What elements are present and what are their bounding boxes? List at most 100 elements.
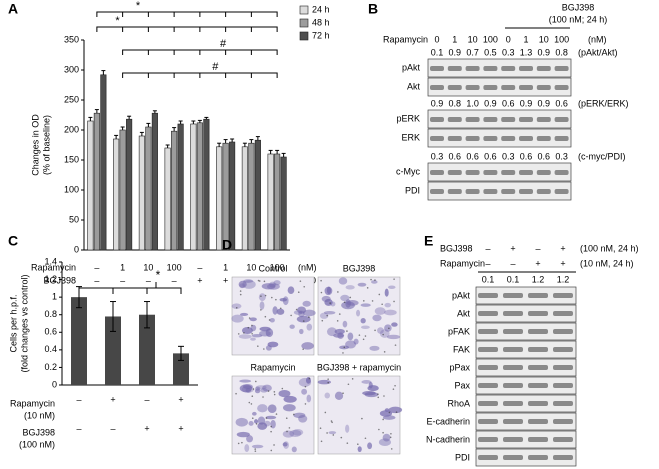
cell (317, 379, 331, 385)
cell (299, 328, 304, 335)
image-label: BGJ398 (343, 263, 376, 273)
band (528, 383, 548, 388)
cell (361, 380, 372, 384)
pore (394, 384, 396, 387)
lane-label: 100 (554, 34, 569, 44)
lane-label: + (535, 258, 540, 268)
pore (302, 320, 305, 322)
band (447, 189, 462, 194)
panel-label: E (424, 233, 433, 249)
error-bar (101, 70, 106, 75)
cell (283, 395, 297, 403)
pore (357, 443, 359, 446)
pore (251, 395, 254, 398)
y-tick-label: 0 (52, 379, 57, 389)
cell (306, 394, 312, 403)
cell (377, 327, 384, 334)
ratio: 0.6 (484, 151, 497, 161)
row-label: (100 nM) (19, 439, 55, 449)
row-value: 100 (270, 262, 285, 272)
cell (244, 444, 250, 453)
annotation: # (220, 38, 227, 50)
pore (247, 326, 250, 329)
band (528, 329, 548, 334)
cell (302, 300, 311, 307)
ratio: 1.2 (532, 274, 545, 284)
pore (281, 387, 284, 390)
band (553, 311, 573, 316)
panel-label: B (368, 1, 378, 17)
band (501, 85, 516, 90)
lane-label: – (510, 258, 515, 268)
pore (337, 291, 339, 293)
band (430, 170, 444, 175)
cell (231, 314, 244, 323)
cell (345, 340, 357, 349)
band (519, 117, 533, 122)
lane-label: 10 (539, 34, 549, 44)
band (503, 347, 523, 352)
pore (243, 332, 245, 334)
cell (265, 415, 277, 420)
y-tick-label: 200 (64, 124, 79, 134)
band (528, 311, 548, 316)
cell (282, 442, 288, 447)
cell (267, 404, 277, 414)
bar (173, 353, 189, 385)
row-value: 100 (167, 262, 182, 272)
pore (346, 330, 348, 332)
pore (329, 302, 331, 304)
cell (360, 318, 366, 324)
pore (343, 346, 346, 349)
cell (384, 288, 389, 297)
band (528, 419, 548, 424)
annotation: # (212, 61, 219, 73)
cell (278, 389, 291, 398)
band (447, 66, 462, 71)
pore (342, 352, 344, 354)
band (553, 329, 573, 334)
lane-label: + (510, 243, 515, 253)
y-tick-label: 0.4 (44, 344, 57, 354)
pore (374, 279, 376, 281)
error-bar (242, 142, 247, 147)
pore (332, 434, 335, 436)
pore (393, 300, 395, 303)
pore (343, 301, 346, 304)
error-bar (120, 126, 125, 130)
row-value: + (223, 275, 228, 285)
cell (301, 388, 308, 395)
row-unit: (nM) (588, 34, 607, 44)
significance-bracket (122, 49, 278, 55)
cell (328, 431, 337, 435)
pore (366, 287, 369, 289)
ratio-name: (c-myc/PDI) (578, 151, 626, 161)
pore (263, 280, 266, 283)
row-unit: (nM) (298, 262, 317, 272)
pore (389, 436, 392, 439)
cell (298, 377, 312, 387)
cell (345, 424, 350, 433)
pore (321, 319, 324, 322)
pore (273, 391, 276, 393)
row-label: (10 nM) (24, 410, 55, 420)
band (554, 85, 569, 90)
ratio: 0.9 (538, 98, 551, 108)
blot-band (475, 286, 577, 305)
band (447, 117, 462, 122)
cell (259, 301, 265, 310)
cell (251, 444, 264, 449)
cell (239, 283, 246, 289)
band (528, 401, 548, 406)
pore (327, 381, 330, 384)
cell (289, 429, 302, 438)
pore (237, 442, 240, 445)
error-bar (165, 144, 170, 148)
cell (238, 334, 252, 339)
band (519, 170, 533, 175)
row-value: – (76, 423, 81, 433)
blot-band (475, 448, 577, 467)
y-tick-label: 0 (74, 244, 79, 254)
bar (248, 142, 255, 251)
cell (254, 388, 261, 394)
